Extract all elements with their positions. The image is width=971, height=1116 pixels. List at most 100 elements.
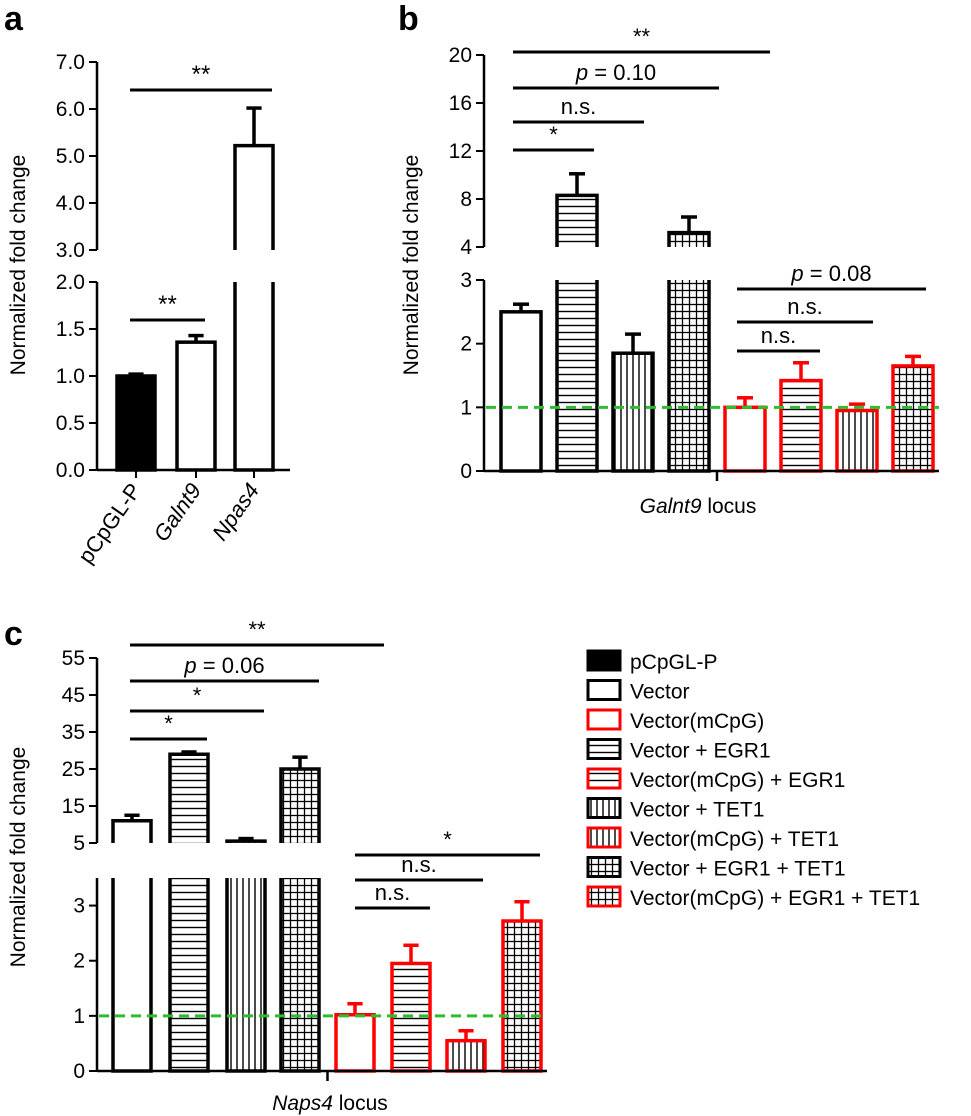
panel-a-tick-label: 7.0: [56, 51, 85, 74]
legend-label: Vector: [630, 681, 690, 704]
panel-b-bar-2: [611, 351, 655, 473]
panel-b-tick-label: 4: [460, 236, 472, 259]
panel-c-significance-label: **: [248, 617, 266, 642]
panel-c-p-value: = 0.06: [197, 653, 265, 678]
panel-c-tick-label: 0: [73, 1060, 85, 1083]
panel-b-significance-label: n.s.: [761, 323, 796, 348]
panel-c-ylabel: Normalized fold change: [7, 747, 30, 968]
panel-b-p-value: = 0.08: [804, 261, 872, 286]
legend-label: Vector(mCpG) + EGR1 + TET1: [630, 887, 920, 910]
panel-c-bar-4: [334, 1013, 376, 1073]
panel-b-xlabel-italic: Galnt9: [640, 495, 702, 518]
panel-a-tick-label: 0.0: [56, 459, 85, 482]
panel-b-xlabel-rest: locus: [702, 495, 757, 518]
panel-c-tick-label: 55: [62, 647, 85, 670]
panel-a-bar-1: [175, 340, 217, 472]
legend-label: Vector(mCpG): [630, 710, 764, 733]
panel-label-c: c: [4, 615, 23, 653]
panel-c-tick-label: 15: [62, 795, 85, 818]
legend-label: Vector + EGR1 + TET1: [630, 858, 846, 881]
panel-b-ylabel: Normalized fold change: [400, 155, 423, 376]
panel-a-tick-label: 6.0: [56, 98, 85, 121]
panel-a-category-label: pCpGL-P: [73, 479, 146, 568]
legend-swatch: [586, 679, 622, 701]
panel-c-tick-label: 3: [73, 895, 85, 918]
panel-label-b: b: [398, 0, 419, 38]
panel-c-tick-label: 35: [62, 721, 85, 744]
panel-b-tick-label: 1: [460, 396, 472, 419]
panel-a-tick-label: 1.0: [56, 365, 85, 388]
legend: pCpGL-P Vector Vector(mCpG) Vector + EGR1 Ve…: [586, 649, 920, 910]
panel-a-category-label: Npas4: [207, 479, 264, 545]
panel-b-bar-upper-1: [557, 195, 597, 247]
panel-b-tick-label: 0: [460, 460, 472, 483]
panel-c-tick-label: 2: [73, 950, 85, 973]
panel-b-bar-5: [779, 378, 823, 473]
panel-c-bar-7: [501, 919, 543, 1073]
panel-b-significance-label: p = 0.10: [575, 60, 656, 85]
legend-label: Vector + TET1: [630, 799, 764, 822]
panel-a-tick-label: 2.0: [56, 271, 85, 294]
panel-c-tick-label: 25: [62, 758, 85, 781]
panel-b-tick-label: 2: [460, 333, 472, 356]
panel-b-p-value: = 0.10: [588, 60, 656, 85]
panel-b-bar-0: [499, 310, 543, 473]
panel-c-bar-3: [281, 878, 319, 1071]
panel-b-bar-3: [669, 280, 709, 471]
panel-c-bar-upper-1: [170, 754, 208, 843]
legend-swatch: [586, 797, 622, 819]
panel-a-bar-0: [115, 374, 157, 472]
panel-c-significance-label: *: [164, 711, 173, 736]
panel-c-bar-upper-0: [113, 820, 151, 843]
legend-swatch: [586, 826, 622, 849]
panel-b-bar-upper-3: [669, 232, 709, 247]
panel-c-bar-6: [445, 1038, 487, 1073]
legend-swatch: [586, 885, 622, 908]
panel-c-significance-label: p = 0.06: [183, 653, 264, 678]
panel-b-xlabel: Galnt9 locus: [640, 495, 757, 518]
panel-b-significance-label: n.s.: [787, 294, 822, 319]
panel-a-tick-label: 0.5: [56, 412, 85, 435]
panel-a-bar-upper-2: [235, 145, 273, 250]
panel-c-tick-label: 5: [73, 832, 85, 855]
panel-c-xlabel-rest: locus: [333, 1092, 388, 1115]
panel-a-significance-label: **: [192, 61, 211, 88]
panel-label-a: a: [4, 0, 24, 38]
legend-label: Vector(mCpG) + TET1: [630, 828, 839, 851]
panel-c-bar-outline-upper: [225, 839, 267, 843]
panel-a-significance-label: **: [158, 291, 177, 318]
panel-b-significance-label: n.s.: [561, 94, 596, 119]
panel-b-significance-label: *: [549, 122, 558, 147]
legend-swatch: [586, 767, 622, 790]
panel-b-tick-label: 3: [460, 269, 472, 292]
legend-label: Vector(mCpG) + EGR1: [630, 769, 845, 792]
panel-c-xlabel: Naps4 locus: [272, 1092, 388, 1115]
panel-b-bar-4: [723, 405, 767, 473]
panel-a-ylabel: Normalized fold change: [7, 155, 30, 376]
panel-c-bar-0: [113, 878, 151, 1071]
panel-b-tick-label: 20: [449, 44, 472, 67]
panel-c-bar-1: [170, 878, 208, 1071]
panel-a-tick-label: 4.0: [56, 192, 85, 215]
panel-a-bar-2: [235, 282, 273, 470]
panel-c-p-symbol: p: [183, 653, 196, 678]
panel-b-tick-label: 16: [449, 92, 472, 115]
panel-c-tick-label: 1: [73, 1005, 85, 1028]
panel-b-p-symbol: p: [790, 261, 803, 286]
legend-label: Vector + EGR1: [630, 740, 771, 763]
panel-b-tick-label: 8: [460, 188, 472, 211]
panel-b-tick-label: 12: [449, 140, 472, 163]
panel-a-tick-label: 5.0: [56, 145, 85, 168]
panel-b-significance-label: p = 0.08: [790, 261, 871, 286]
panel-c-significance-label: n.s.: [375, 880, 410, 905]
panel-b-p-symbol: p: [575, 60, 588, 85]
legend-label: pCpGL-P: [630, 651, 718, 674]
panel-c-significance-label: *: [193, 683, 202, 708]
panel-c-xlabel-italic: Naps4: [272, 1092, 333, 1115]
legend-swatch: [586, 708, 622, 731]
panel-c-tick-label: 45: [62, 684, 85, 707]
panel-c-bar-upper-3: [281, 769, 319, 843]
